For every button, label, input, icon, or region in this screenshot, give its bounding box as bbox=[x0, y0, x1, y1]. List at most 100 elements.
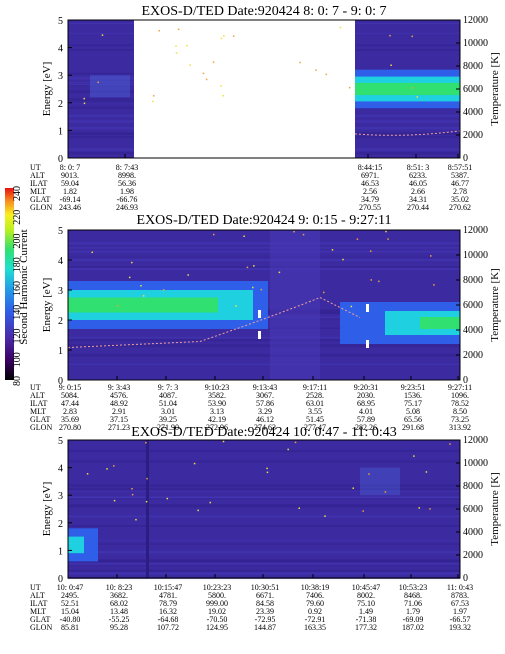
y2-tick-label: 10000 bbox=[463, 250, 488, 261]
ephemeris-cell: 95.28 bbox=[110, 623, 128, 632]
spectrogram-speckle bbox=[158, 29, 160, 32]
ephemeris-cell: 1.82 bbox=[63, 187, 77, 196]
ephemeris-cell: 9:17:11 bbox=[303, 383, 327, 392]
y2-tick-label: 12000 bbox=[463, 225, 488, 236]
ephemeris-cell: 10:30:51 bbox=[251, 583, 279, 592]
y-tick-label: 4 bbox=[58, 44, 63, 55]
spectrogram-speckle bbox=[293, 230, 295, 233]
spectrogram-speckle bbox=[278, 271, 281, 274]
ephemeris-cell: 53.90 bbox=[208, 399, 226, 408]
spectrogram-speckle bbox=[86, 473, 89, 475]
ephemeris-cell: 272.96 bbox=[206, 423, 228, 432]
ephemeris-cell: 85.81 bbox=[61, 623, 79, 632]
ephemeris-cell: 270.44 bbox=[407, 203, 429, 212]
y2-tick-label: 10000 bbox=[463, 458, 488, 469]
y2-tick-label: 2000 bbox=[463, 350, 483, 361]
ephemeris-row-label: GLON bbox=[30, 423, 52, 432]
ephemeris-cell: 144.87 bbox=[254, 623, 276, 632]
spectrogram-speckle bbox=[325, 73, 328, 76]
spectrogram-striation bbox=[68, 569, 460, 573]
ephemeris-cell: 9:10:23 bbox=[205, 383, 229, 392]
ephemeris-cell: 16.32 bbox=[159, 607, 177, 616]
spectrogram-speckle bbox=[385, 230, 387, 233]
ephemeris-cell: 13.48 bbox=[110, 607, 128, 616]
spectrogram-speckle bbox=[223, 35, 225, 37]
ephemeris-cell: 3582. bbox=[208, 391, 226, 400]
ephemeris-cell: 177.32 bbox=[355, 623, 377, 632]
spectrogram-speckle bbox=[299, 61, 301, 64]
ephemeris-cell: 8:44:15 bbox=[358, 163, 382, 172]
y2-tick-label: 8000 bbox=[463, 275, 483, 286]
spectrogram-speckle bbox=[146, 477, 148, 480]
spectrogram-striation bbox=[68, 266, 460, 268]
ephemeris-cell: 48.92 bbox=[110, 399, 128, 408]
vertical-stripe bbox=[146, 440, 149, 578]
ephemeris-cell: 9:20:31 bbox=[354, 383, 378, 392]
ephemeris-cell: 67.53 bbox=[451, 599, 469, 608]
y2-tick-label: 6000 bbox=[463, 84, 483, 95]
spectrogram-striation bbox=[68, 515, 460, 518]
spectrogram-speckle bbox=[162, 289, 165, 291]
spectrogram-speckle bbox=[413, 455, 415, 457]
spectrogram-striation bbox=[68, 267, 460, 270]
ephemeris-cell: 9:13:43 bbox=[253, 383, 277, 392]
panel-title: EXOS-D/TED Date:920424 10: 0:47 - 11: 0:… bbox=[131, 425, 396, 440]
spectrogram-speckle bbox=[193, 462, 196, 465]
saturation-blip bbox=[258, 331, 261, 339]
ephemeris-cell: 4781. bbox=[159, 591, 177, 600]
ephemeris-table: UT 9: 0:15 9: 3:43 9: 7: 3 9:10:23 9:13:43 9:1… bbox=[30, 383, 472, 432]
spectrogram-speckle bbox=[302, 233, 305, 236]
ephemeris-cell: 56.36 bbox=[118, 179, 136, 188]
ephemeris-cell: 37.15 bbox=[110, 415, 128, 424]
ephemeris-row-label: UT bbox=[30, 583, 41, 592]
spectrogram-speckle bbox=[131, 493, 134, 496]
spectrogram-speckle bbox=[350, 305, 353, 308]
color-scale-ticks: 240 220 200 180 160 140 120 100 80 bbox=[12, 186, 23, 386]
ephemeris-cell: 2030. bbox=[357, 391, 375, 400]
spectrogram-striation bbox=[68, 490, 460, 492]
spectrogram-speckle bbox=[97, 81, 99, 84]
ephemeris-cell: 9: 3:43 bbox=[108, 383, 130, 392]
spectrogram-speckle bbox=[131, 261, 133, 264]
color-scale-tick: 180 bbox=[12, 257, 23, 272]
y2-tick-label: 2000 bbox=[463, 130, 483, 141]
ephemeris-cell: 57.86 bbox=[256, 399, 274, 408]
ephemeris-row-label: ALT bbox=[30, 591, 45, 600]
ephemeris-cell: 8468. bbox=[404, 591, 422, 600]
spectrogram-speckle bbox=[253, 265, 255, 267]
ephemeris-cell: 73.25 bbox=[451, 415, 469, 424]
ephemeris-cell: 8: 7:43 bbox=[116, 163, 138, 172]
ephemeris-cell: 9:23:51 bbox=[401, 383, 425, 392]
spectrogram-striation bbox=[68, 484, 460, 487]
spectrogram-striation bbox=[68, 336, 460, 339]
y-tick-label: 3 bbox=[58, 286, 63, 297]
spectrogram-speckle bbox=[166, 497, 169, 500]
spectrogram-speckle bbox=[356, 238, 359, 240]
ephemeris-cell: -64.68 bbox=[158, 615, 179, 624]
ephemeris-row-label: MLT bbox=[30, 407, 46, 416]
ephemeris-cell: 3.01 bbox=[161, 407, 175, 416]
ephemeris-cell: 19.02 bbox=[208, 607, 226, 616]
spectrogram-speckle bbox=[384, 491, 387, 493]
ephemeris-cell: 10: 0:47 bbox=[57, 583, 83, 592]
panel-title: EXOS-D/TED Date:920424 8: 0: 7 - 9: 0: 7 bbox=[142, 4, 387, 19]
ephemeris-cell: 270.55 bbox=[359, 203, 381, 212]
ephemeris-cell: 282.26 bbox=[355, 423, 377, 432]
spectrogram-speckle bbox=[152, 100, 154, 103]
data-gap bbox=[134, 20, 355, 158]
ephemeris-cell: 47.44 bbox=[61, 399, 79, 408]
ephemeris-cell: 313.92 bbox=[449, 423, 471, 432]
spectrogram-striation bbox=[68, 543, 460, 545]
middle-region bbox=[270, 230, 320, 380]
spectrogram-striation bbox=[68, 562, 460, 566]
ephemeris-cell: -66.76 bbox=[117, 195, 138, 204]
ephemeris-cell: -70.50 bbox=[207, 615, 228, 624]
ephemeris-cell: 8:51: 3 bbox=[407, 163, 429, 172]
ephemeris-cell: 46.12 bbox=[256, 415, 274, 424]
ephemeris-cell: 271.90 bbox=[157, 423, 179, 432]
ephemeris-cell: 10:15:47 bbox=[154, 583, 182, 592]
spectrogram-speckle bbox=[128, 276, 131, 279]
panel-3: EXOS-D/TED Date:920424 10: 0:47 - 11: 0:… bbox=[30, 425, 501, 632]
y2-axis-label: Temperature [K] bbox=[489, 268, 501, 341]
ephemeris-cell: 71.06 bbox=[404, 599, 422, 608]
